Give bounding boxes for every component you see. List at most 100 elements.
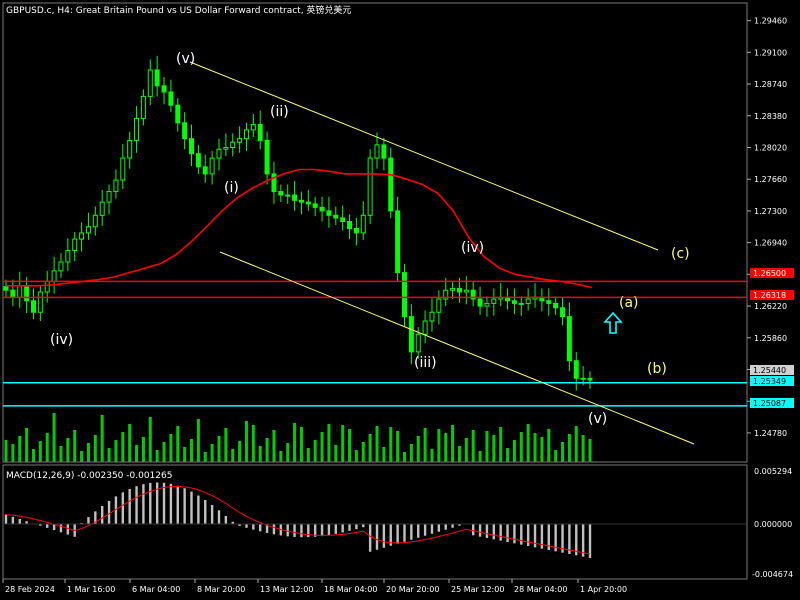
candle-body[interactable] (37, 291, 43, 313)
candle-body[interactable] (429, 311, 435, 322)
price-tag-current: 1.25440 (750, 365, 794, 375)
candle-body[interactable] (51, 270, 57, 282)
candle-body[interactable] (553, 302, 559, 309)
candle-body[interactable] (360, 214, 366, 234)
candle-body[interactable] (333, 214, 339, 219)
candle-body[interactable] (168, 91, 174, 106)
candle-body[interactable] (65, 250, 71, 263)
candle-body[interactable] (92, 214, 98, 228)
candle-body[interactable] (17, 285, 23, 298)
candle-body[interactable] (319, 206, 325, 212)
candle-body[interactable] (250, 124, 256, 131)
candle-body[interactable] (367, 157, 373, 216)
candle-body[interactable] (415, 333, 421, 353)
candle-body[interactable] (285, 194, 291, 197)
candle-body[interactable] (347, 220, 353, 230)
candle-body[interactable] (195, 153, 201, 168)
candle-body[interactable] (566, 316, 572, 362)
candle-body[interactable] (395, 210, 401, 274)
candle-body[interactable] (79, 232, 85, 240)
candle-body[interactable] (134, 117, 140, 141)
volume-bar (382, 447, 386, 462)
volume-bar (169, 434, 173, 462)
macd-hist-bar (307, 524, 310, 538)
candle-body[interactable] (257, 124, 263, 141)
candle-body[interactable] (3, 286, 9, 291)
candle-body[interactable] (106, 191, 112, 203)
candle-body[interactable] (477, 298, 483, 307)
candle-body[interactable] (154, 69, 160, 87)
candle-body[interactable] (44, 280, 50, 293)
candle-body[interactable] (340, 217, 346, 222)
candle-body[interactable] (305, 201, 311, 205)
candle-body[interactable] (182, 122, 188, 140)
candle-body[interactable] (278, 191, 284, 196)
candle-body[interactable] (292, 194, 298, 201)
candle-body[interactable] (518, 302, 524, 305)
volume-bar (437, 429, 441, 462)
candle-body[interactable] (573, 360, 579, 379)
candle-body[interactable] (271, 173, 277, 193)
candle-body[interactable] (587, 377, 593, 381)
time-axis[interactable]: 28 Feb 2024 1 Mar 16:00 6 Mar 04:00 8 Mar 2… (2, 579, 627, 594)
candle-body[interactable] (237, 138, 243, 143)
candle-body[interactable] (443, 289, 449, 300)
time-tick-label: 8 Mar 20:00 (197, 585, 245, 594)
macd-hist-bar (59, 524, 63, 533)
candle-body[interactable] (560, 307, 566, 318)
candle-body[interactable] (374, 144, 380, 159)
candle-body[interactable] (470, 289, 476, 300)
macd-panel-frame (2, 464, 748, 580)
candle-body[interactable] (546, 300, 552, 304)
candle-body[interactable] (388, 157, 394, 212)
channel-lower-line[interactable] (219, 251, 695, 445)
candle-body[interactable] (264, 139, 270, 175)
candle-body[interactable] (525, 298, 531, 304)
candle-body[interactable] (436, 298, 442, 313)
candle-body[interactable] (113, 179, 119, 193)
candle-body[interactable] (463, 289, 469, 293)
candle-body[interactable] (140, 95, 146, 119)
candle-body[interactable] (450, 287, 456, 291)
candle-body[interactable] (72, 238, 78, 252)
candle-body[interactable] (99, 201, 105, 216)
candle-body[interactable] (484, 302, 490, 307)
candle-body[interactable] (85, 226, 91, 234)
candle-body[interactable] (10, 289, 16, 298)
candle-body[interactable] (189, 138, 195, 155)
candle-body[interactable] (175, 104, 181, 124)
candle-body[interactable] (401, 272, 407, 318)
candle-body[interactable] (127, 139, 133, 159)
candle-body[interactable] (298, 199, 304, 203)
candle-body[interactable] (422, 320, 428, 335)
macd-hist-bar (334, 524, 337, 534)
candle-body[interactable] (147, 69, 153, 97)
candle-body[interactable] (326, 210, 332, 216)
candle-body[interactable] (209, 157, 215, 175)
candle-body[interactable] (312, 203, 318, 208)
candle-body[interactable] (30, 300, 36, 313)
up-arrow-icon[interactable] (603, 311, 623, 334)
candle-body[interactable] (223, 146, 229, 150)
candle-body[interactable] (120, 157, 126, 181)
macd-hist-bar (52, 524, 56, 531)
candle-body[interactable] (491, 298, 497, 304)
candle-body[interactable] (381, 144, 387, 159)
candle-body[interactable] (511, 300, 517, 304)
candle-body[interactable] (161, 85, 167, 93)
candles[interactable] (3, 55, 593, 391)
volume-bar (4, 440, 8, 462)
candle-body[interactable] (353, 228, 359, 234)
candle-body[interactable] (230, 141, 236, 148)
candle-body[interactable] (58, 261, 64, 272)
channel-upper-line[interactable] (189, 61, 659, 251)
candle-body[interactable] (580, 377, 586, 380)
candle-body[interactable] (243, 129, 249, 140)
candle-body[interactable] (408, 316, 414, 353)
volume-bar (574, 426, 578, 462)
candle-body[interactable] (456, 287, 462, 293)
candle-body[interactable] (216, 148, 222, 159)
candle-body[interactable] (202, 166, 208, 175)
candle-body[interactable] (24, 285, 30, 302)
